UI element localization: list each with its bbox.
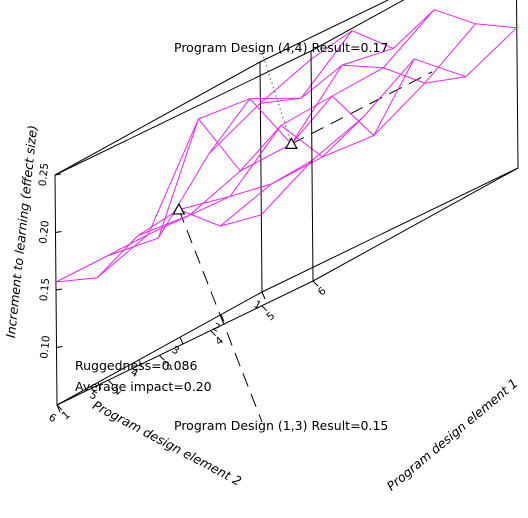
y-tick-label: 3 — [170, 344, 182, 358]
surface-column-line — [259, 64, 466, 104]
box-edge-right-vertical — [516, 0, 519, 169]
marker-guide-dashed — [291, 71, 433, 145]
z-tick-label: 0.10 — [38, 335, 52, 360]
box-edge-back-vertical — [259, 61, 263, 293]
design-markers — [172, 137, 298, 215]
marker-label-4-4: Program Design (4,4) Result=0.17 — [174, 40, 388, 55]
box-edge-top-back-y — [54, 61, 261, 176]
y-tick-label: 2 — [211, 321, 223, 335]
box-edge-front-bottom-y — [312, 167, 519, 282]
box-edge-top-back-x — [259, 0, 390, 63]
z-tick-mark — [55, 288, 63, 291]
y-tick-label: 6 — [47, 411, 59, 425]
surface-column-line — [157, 116, 364, 239]
y-tick-label: 4 — [129, 366, 141, 380]
box-edge-top-front-y — [310, 0, 405, 52]
y-tick-mark — [220, 314, 225, 322]
y-axis-label: Program design element 2 — [90, 397, 244, 488]
average-impact-stat: Average impact=0.20 — [75, 379, 212, 394]
y-tick-label: 5 — [88, 389, 100, 403]
y-tick-mark — [97, 382, 102, 390]
x-tick-label: 1 — [60, 409, 73, 422]
response-surface — [55, 9, 518, 283]
y-tick-label: 1 — [252, 298, 264, 312]
surface-row-line — [219, 23, 476, 227]
x-tick-mark — [210, 330, 216, 336]
surface-row-line — [178, 9, 435, 211]
back-box-edges — [54, 0, 519, 406]
x-tick-label: 4 — [213, 334, 226, 348]
z-tick-label: 0.25 — [37, 162, 51, 187]
x-tick-mark — [261, 305, 268, 312]
surface-row-line — [260, 27, 518, 216]
z-axis-label: Increment to learning (effect size) — [3, 124, 40, 338]
marker-guide-dotted — [260, 49, 292, 145]
front-box-edges — [56, 50, 519, 406]
x-tick-mark — [56, 404, 63, 411]
surface-column-line — [106, 159, 313, 257]
y-tick-mark — [179, 337, 184, 345]
z-tick-label: 0.15 — [38, 277, 52, 302]
box-edge-back-bottom-y — [56, 291, 263, 406]
x-tick-label: 5 — [264, 310, 277, 323]
marker-guide-lines — [178, 49, 433, 423]
box-edge-top-front-x — [54, 50, 312, 176]
z-tick-mark — [55, 231, 62, 233]
surface-row-line — [55, 58, 312, 283]
x-tick-mark — [107, 379, 114, 386]
marker-label-1-3: Program Design (1,3) Result=0.15 — [174, 418, 388, 433]
marker-triangle — [284, 137, 298, 149]
x-tick-mark — [312, 280, 319, 287]
box-edge-back-bottom-x — [261, 167, 519, 293]
marker-guide-dashed — [178, 209, 263, 423]
surface-row-line — [137, 47, 394, 237]
surface-column-line — [310, 9, 517, 60]
box-edge-front-vertical — [310, 50, 314, 282]
surface-row-line — [96, 30, 353, 279]
z-tick-mark — [56, 346, 63, 348]
box-edge-front-bottom-x — [56, 280, 314, 406]
x-tick-label: 6 — [316, 285, 329, 299]
surface-column-line — [55, 209, 262, 283]
x-tick-mark — [159, 355, 165, 361]
z-tick-mark — [54, 173, 62, 176]
y-tick-mark — [138, 359, 143, 367]
x-axis-label: Program design element 1 — [384, 375, 521, 493]
marker-triangle — [172, 202, 186, 215]
ruggedness-stat: Ruggedness=0.086 — [75, 358, 197, 373]
z-tick-label: 0.20 — [37, 220, 51, 245]
y-tick-mark — [261, 291, 266, 300]
